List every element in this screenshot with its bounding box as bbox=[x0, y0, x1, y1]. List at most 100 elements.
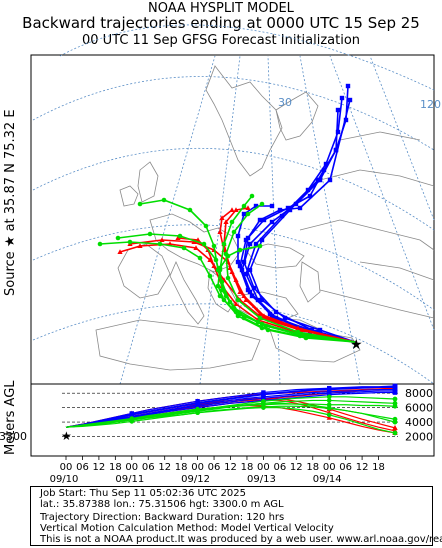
map-trajectory-point bbox=[147, 231, 153, 237]
x-tick-label: 12 bbox=[224, 462, 237, 473]
height-series-line bbox=[65, 386, 396, 428]
graticule-label-120: 120 bbox=[420, 98, 441, 111]
height-series-line bbox=[65, 389, 395, 428]
map-trajectory-point bbox=[235, 259, 241, 265]
height-series-point bbox=[392, 425, 398, 430]
y-tick-label: 8000 bbox=[405, 387, 433, 400]
map-trajectory-point bbox=[307, 193, 313, 199]
x-tick-label: 06 bbox=[208, 462, 221, 473]
height-series-point bbox=[195, 400, 200, 405]
map-trajectory-point bbox=[117, 249, 123, 254]
start-star-icon: ★ bbox=[61, 429, 72, 443]
map-trajectory-point bbox=[233, 277, 239, 282]
map-trajectory-point bbox=[277, 207, 283, 213]
height-series-line bbox=[65, 385, 396, 428]
map-trajectory-point bbox=[247, 241, 253, 247]
map-frame bbox=[30, 54, 435, 385]
x-date-label: 09/10 bbox=[50, 474, 79, 485]
map-trajectory-point bbox=[201, 241, 207, 247]
x-date-label: 09/12 bbox=[181, 474, 210, 485]
map-trajectory-point bbox=[263, 315, 269, 320]
x-tick-label: 18 bbox=[372, 462, 385, 473]
x-tick-label: 06 bbox=[142, 462, 155, 473]
height-x-axis: 1812060018120600181206001812060018120600… bbox=[50, 456, 385, 485]
map-trajectory-point bbox=[241, 211, 247, 217]
map-trajectory-point bbox=[215, 283, 221, 289]
x-tick-label: 12 bbox=[158, 462, 171, 473]
x-tick-label: 06 bbox=[273, 462, 286, 473]
map-trajectory-point bbox=[213, 257, 219, 263]
map-trajectory-point bbox=[282, 315, 288, 321]
map-trajectory-point bbox=[127, 239, 133, 245]
y-tick-label: 6000 bbox=[405, 402, 433, 415]
map-trajectory-point bbox=[299, 327, 305, 332]
map-trajectory-point bbox=[137, 243, 143, 248]
map-trajectory-point bbox=[237, 247, 243, 253]
map-trajectory-point bbox=[255, 319, 261, 325]
map-trajectory-point bbox=[219, 215, 225, 220]
height-series-point bbox=[326, 414, 332, 420]
map-trajectory-point bbox=[223, 219, 229, 224]
map-trajectory-point bbox=[227, 299, 233, 305]
map-trajectory-point bbox=[253, 203, 259, 209]
chart-title: Backward trajectories ending at 0000 UTC… bbox=[22, 14, 420, 32]
map-trajectory-point bbox=[323, 161, 329, 167]
map-trajectory-point bbox=[269, 219, 275, 225]
map-trajectory-point bbox=[259, 297, 265, 303]
map-trajectory-point bbox=[241, 203, 247, 209]
map-trajectories bbox=[97, 83, 356, 343]
map-trajectory-point bbox=[231, 229, 237, 235]
height-series-point bbox=[326, 398, 332, 403]
map-trajectory-point bbox=[303, 335, 309, 341]
x-tick-label: 12 bbox=[290, 462, 303, 473]
footer-vertical-motion: Vertical Motion Calculation Method: Mode… bbox=[40, 523, 334, 534]
map-trajectory-point bbox=[249, 293, 255, 299]
map-trajectory-point bbox=[159, 237, 165, 242]
footer-job-start: Job Start: Thu Sep 11 05:02:36 UTC 2025 bbox=[40, 488, 247, 499]
map-trajectory-point bbox=[317, 177, 323, 183]
height-series-point bbox=[261, 398, 266, 404]
height-series bbox=[65, 383, 398, 436]
x-tick-label: 00 bbox=[323, 462, 336, 473]
x-tick-label: 00 bbox=[125, 462, 138, 473]
map-trajectory-point bbox=[251, 285, 257, 291]
map-trajectory-point bbox=[223, 251, 229, 257]
map-trajectory-point bbox=[345, 83, 351, 89]
map-trajectory-point bbox=[187, 207, 193, 213]
map-trajectory-point bbox=[203, 223, 209, 229]
map-trajectory-point bbox=[207, 273, 213, 279]
map-trajectory-point bbox=[233, 301, 239, 306]
map-trajectory-point bbox=[335, 107, 341, 113]
height-series-point bbox=[327, 386, 332, 392]
x-tick-label: 00 bbox=[191, 462, 204, 473]
x-date-label: 09/11 bbox=[115, 474, 144, 485]
height-series-point bbox=[326, 394, 332, 400]
map-trajectory-point bbox=[257, 217, 263, 223]
map-trajectory-point bbox=[211, 243, 217, 249]
height-series-point bbox=[129, 419, 135, 424]
map-coastlines bbox=[95, 65, 435, 371]
map-trajectory-point bbox=[241, 315, 247, 321]
map-trajectory-point bbox=[339, 95, 345, 101]
map-trajectory-point bbox=[249, 193, 255, 199]
x-tick-label: 06 bbox=[339, 462, 352, 473]
map-trajectory-point bbox=[157, 241, 163, 247]
footer-box bbox=[30, 486, 433, 546]
height-series-point bbox=[195, 410, 200, 416]
x-tick-label: 18 bbox=[306, 462, 319, 473]
map-trajectory-point bbox=[193, 245, 199, 250]
map-trajectory-point bbox=[219, 279, 225, 285]
map-trajectory-point bbox=[245, 287, 251, 293]
map-trajectory-point bbox=[235, 313, 241, 319]
height-series-point bbox=[392, 430, 398, 436]
map-trajectory-point bbox=[343, 117, 349, 123]
height-series-point bbox=[392, 401, 398, 406]
map-trajectory-point bbox=[259, 201, 265, 207]
map-trajectory-point bbox=[309, 327, 315, 333]
map-trajectory-point bbox=[285, 205, 291, 211]
map-panel: 30 120 ★ bbox=[30, 24, 441, 385]
y-tick-label: 4000 bbox=[405, 416, 433, 429]
